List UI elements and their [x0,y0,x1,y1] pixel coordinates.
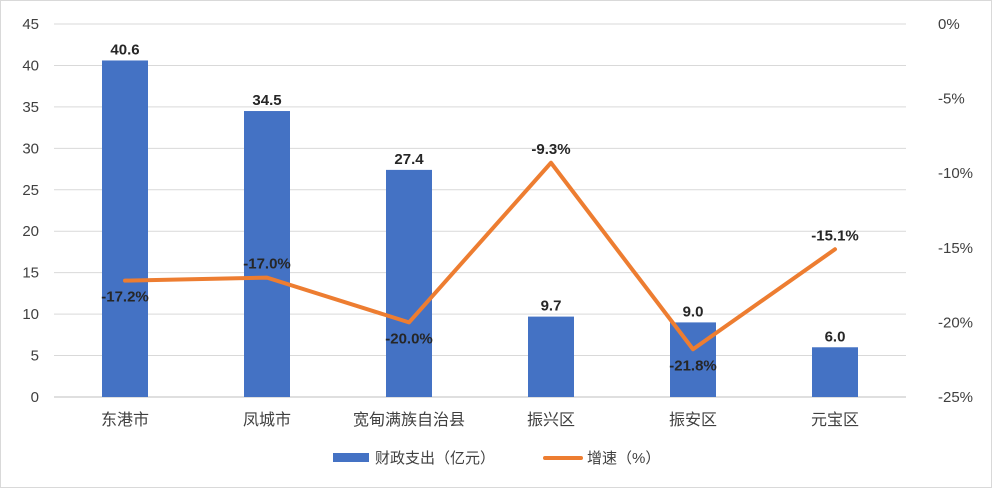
line-value-label: -17.0% [243,256,291,273]
line-value-label: -9.3% [531,141,570,158]
left-axis-tick-label: 10 [22,306,39,323]
bar-value-label: 6.0 [825,328,846,345]
line-data-labels: -17.2% -17.0% -20.0% -9.3% -21.8% -15.1% [101,141,859,375]
left-axis-tick-label: 15 [22,265,39,282]
category-label: 凤城市 [243,411,291,429]
bar [102,60,148,398]
bar-value-label: 27.4 [394,151,424,168]
bar [244,111,290,398]
legend-bar-label: 财政支出（亿元） [375,450,495,467]
category-label: 元宝区 [811,411,859,429]
left-axis-tick-label: 5 [31,348,39,365]
right-axis-tick-label: 0% [938,16,960,33]
left-axis-tick-label: 0 [31,389,39,406]
left-axis-tick-label: 30 [22,140,39,157]
legend-line-label: 增速（%） [587,450,660,467]
bar [812,347,858,397]
line-series [123,160,837,352]
bar-series [102,60,858,398]
gridlines [54,23,906,398]
right-axis: 0% -5% -10% -15% -20% -25% [938,16,973,406]
growth-line [123,160,837,352]
line-value-label: -15.1% [811,227,859,244]
category-label: 振兴区 [527,411,575,429]
left-axis-tick-label: 35 [22,99,39,116]
bar [386,169,432,397]
bar [670,322,716,397]
bar-value-label: 9.0 [683,303,704,320]
left-axis-tick-label: 40 [22,57,39,74]
bar-value-label: 40.6 [110,41,139,58]
bar-value-label: 34.5 [252,92,281,109]
legend: 财政支出（亿元） 增速（%） [333,450,660,467]
left-axis-tick-label: 45 [22,16,39,33]
right-axis-tick-label: -20% [938,314,973,331]
right-axis-tick-label: -10% [938,165,973,182]
line-value-label: -21.8% [669,357,717,374]
right-axis-tick-label: -5% [938,91,965,108]
category-label: 振安区 [669,411,717,429]
category-axis: 东港市 凤城市 宽甸满族自治县 振兴区 振安区 元宝区 [101,411,859,429]
line-value-label: -17.2% [101,289,149,306]
category-label: 宽甸满族自治县 [353,411,465,429]
line-value-label: -20.0% [385,330,433,347]
bar-value-label: 9.7 [541,298,562,315]
left-axis: 0 5 10 15 20 25 30 35 40 45 [22,16,39,406]
bar-data-labels: 40.6 34.5 27.4 9.7 9.0 6.0 [110,41,845,345]
legend-bar-swatch [333,453,369,462]
bar [528,316,574,397]
right-axis-tick-label: -25% [938,389,973,406]
left-axis-tick-label: 20 [22,223,39,240]
right-axis-tick-label: -15% [938,240,973,257]
category-label: 东港市 [101,411,149,429]
left-axis-tick-label: 25 [22,182,39,199]
